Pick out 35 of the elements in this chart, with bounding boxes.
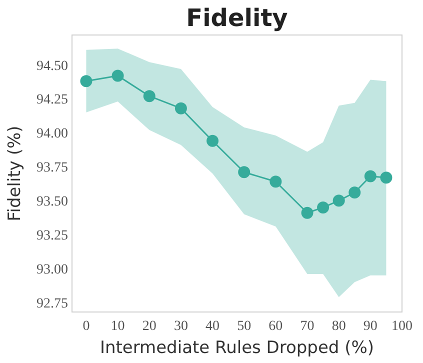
point — [301, 206, 314, 219]
x-tick-label: 0 — [82, 319, 90, 334]
y-axis-title: Fidelity (%) — [5, 126, 25, 222]
point — [380, 172, 392, 184]
y-tick-label: 92.75 — [36, 296, 68, 312]
point — [332, 194, 345, 207]
x-tick-label: 60 — [268, 319, 283, 334]
point — [112, 70, 124, 82]
chart-title: Fidelity — [186, 4, 288, 32]
y-tick-label: 93.25 — [36, 228, 68, 244]
y-tick-label: 93.00 — [36, 262, 68, 278]
x-axis-title: Intermediate Rules Dropped (%) — [100, 338, 374, 358]
y-tick-label: 94.50 — [36, 58, 68, 74]
x-tick-label: 30 — [174, 319, 188, 334]
x-tick-label: 50 — [237, 319, 252, 334]
x-tick-label: 40 — [206, 319, 220, 334]
x-tick-label: 10 — [110, 319, 125, 334]
point — [174, 102, 187, 114]
x-tick-label: 100 — [392, 319, 412, 334]
point — [206, 134, 219, 147]
y-tick-label: 93.50 — [36, 194, 68, 210]
point — [364, 170, 376, 182]
point — [238, 166, 250, 178]
x-tick-label: 90 — [363, 319, 378, 334]
point — [143, 90, 156, 102]
x-tick-label: 70 — [300, 319, 314, 334]
point — [348, 186, 361, 199]
point — [270, 176, 282, 188]
y-tick-label: 93.75 — [36, 160, 68, 176]
x-tick-label: 20 — [142, 319, 156, 334]
y-tick-label: 94.25 — [36, 92, 68, 108]
x-tick-label: 80 — [332, 319, 346, 334]
point — [80, 75, 92, 88]
point — [317, 201, 330, 214]
y-tick-label: 94.00 — [36, 126, 68, 142]
